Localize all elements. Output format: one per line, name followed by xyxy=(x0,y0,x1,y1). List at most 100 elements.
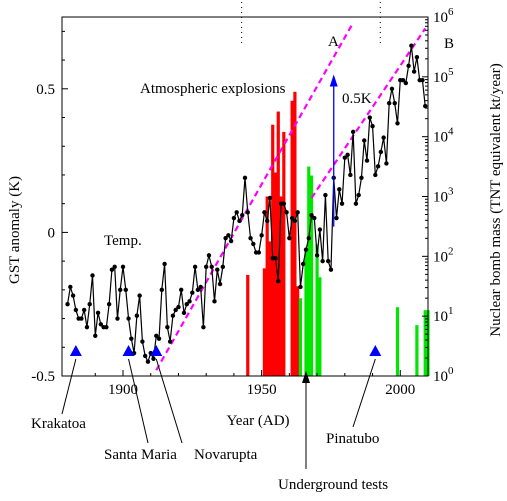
temp-label: Temp. xyxy=(104,233,142,249)
temp-point-1974 xyxy=(325,258,331,264)
temp-point-1963 xyxy=(295,210,300,215)
temp-point-1922 xyxy=(181,310,187,316)
temp-point-1970 xyxy=(314,253,320,258)
temp-point-1936 xyxy=(220,264,226,270)
temp-point-1981 xyxy=(345,152,350,158)
volcano-label-novarupta: Novarupta xyxy=(194,447,258,463)
volcano-markers xyxy=(69,345,382,356)
x-tick-label: 2000 xyxy=(385,382,415,398)
temp-point-1925 xyxy=(190,290,195,295)
temp-point-1951 xyxy=(262,210,267,215)
trend-line-b xyxy=(310,27,427,199)
temp-point-1914 xyxy=(159,287,165,293)
temp-point-1945 xyxy=(245,210,250,215)
temp-point-1956 xyxy=(276,279,281,284)
temp-point-1909 xyxy=(145,359,151,364)
temp-point-1933 xyxy=(212,299,217,304)
axis-ticks xyxy=(62,16,429,377)
y-right-tick-label: 102 xyxy=(433,245,454,265)
temp-point-1932 xyxy=(209,264,214,270)
temp-point-1882 xyxy=(70,293,76,298)
y-right-tick-label: 106 xyxy=(433,6,454,26)
temp-point-1971 xyxy=(317,227,323,232)
temp-point-1883 xyxy=(73,307,79,313)
temp-point-1911 xyxy=(151,356,156,361)
temp-point-1905 xyxy=(134,313,140,318)
temp-point-1988 xyxy=(364,158,370,163)
bar-1951 xyxy=(262,268,267,376)
temp-point-1917 xyxy=(167,339,173,344)
bar-1971 xyxy=(318,277,322,376)
left-axis-label: GST anomaly (K) xyxy=(7,176,23,284)
temp-point-1982 xyxy=(348,172,353,178)
y-right-tick-label: 101 xyxy=(433,305,454,325)
temp-point-1979 xyxy=(339,201,345,206)
temp-point-1890 xyxy=(93,333,98,338)
axis-tick-labels: 1900 1950 2000 0.5 0 -0.5 100 101 102 103 104 105 10… xyxy=(31,6,454,398)
temp-point-1978 xyxy=(337,187,342,192)
bar-1970 xyxy=(315,244,319,376)
temp-point-2005 xyxy=(411,69,417,74)
temp-point-1969 xyxy=(312,215,317,221)
volcano-marker-novarupta xyxy=(150,345,163,356)
temp-point-1935 xyxy=(217,281,223,287)
volcano-label-krakatoa: Krakatoa xyxy=(31,416,86,432)
volcano-marker-pinatubo xyxy=(369,345,382,356)
temp-point-1908 xyxy=(142,353,148,359)
temp-point-1901 xyxy=(123,287,128,293)
temp-point-2006 xyxy=(414,55,420,60)
bar-1966 xyxy=(304,250,308,376)
temp-point-1892 xyxy=(98,322,104,327)
temp-point-2008 xyxy=(420,77,425,83)
bar-1955 xyxy=(273,172,278,376)
temp-point-1943 xyxy=(240,212,245,218)
temp-point-1946 xyxy=(248,235,253,241)
temp-point-1895 xyxy=(106,302,112,307)
bar-1957 xyxy=(279,196,283,376)
temp-point-2009 xyxy=(423,103,428,109)
temp-point-1998 xyxy=(392,100,397,106)
temp-point-2002 xyxy=(403,80,409,86)
x-axis-label: Year (AD) xyxy=(226,413,289,429)
temp-point-1939 xyxy=(228,238,234,244)
temp-point-1973 xyxy=(323,192,328,198)
temp-point-1926 xyxy=(192,264,198,270)
volcano-pointers xyxy=(61,358,376,444)
temp-point-1881 xyxy=(68,284,73,290)
volcano-label-santa-maria: Santa Maria xyxy=(104,447,177,463)
bar-1961 xyxy=(290,100,294,377)
temp-point-1993 xyxy=(378,149,384,155)
temp-point-1907 xyxy=(140,339,145,344)
bar-1963 xyxy=(296,286,300,376)
temp-point-1886 xyxy=(81,307,87,313)
temp-point-1940 xyxy=(231,215,237,221)
temp-point-1995 xyxy=(384,161,389,166)
temp-point-1900 xyxy=(120,264,126,270)
temp-point-1987 xyxy=(362,138,367,143)
temp-point-1906 xyxy=(137,293,142,298)
temp-point-1949 xyxy=(256,250,262,255)
temp-point-1891 xyxy=(95,310,101,316)
temp-point-1950 xyxy=(259,233,264,238)
temp-point-1887 xyxy=(84,324,90,330)
bar-2006 xyxy=(415,325,419,376)
temp-point-1896 xyxy=(109,267,115,272)
temp-point-1991 xyxy=(373,172,378,178)
arrow-05k xyxy=(329,74,338,227)
volcano-marker-krakatoa xyxy=(69,345,82,356)
temp-point-1977 xyxy=(334,215,339,221)
temp-point-1997 xyxy=(389,86,395,92)
temp-point-2003 xyxy=(406,63,411,69)
temp-point-1920 xyxy=(176,304,181,310)
y-right-tick-label: 105 xyxy=(433,66,454,86)
right-axis-label: Nuclear bomb mass (TNT equivalent kt/yea… xyxy=(488,63,504,336)
volcano-label-pinatubo: Pinatubo xyxy=(326,431,379,447)
temp-point-1975 xyxy=(328,267,334,272)
temp-point-1968 xyxy=(309,212,314,218)
volcano-pointer-novarupta xyxy=(155,358,183,444)
bar-1967 xyxy=(307,166,311,376)
volcano-pointer-santa-maria xyxy=(128,358,149,444)
bar-1958 xyxy=(282,131,286,376)
temp-point-1967 xyxy=(306,235,311,241)
temp-point-1928 xyxy=(198,284,203,290)
